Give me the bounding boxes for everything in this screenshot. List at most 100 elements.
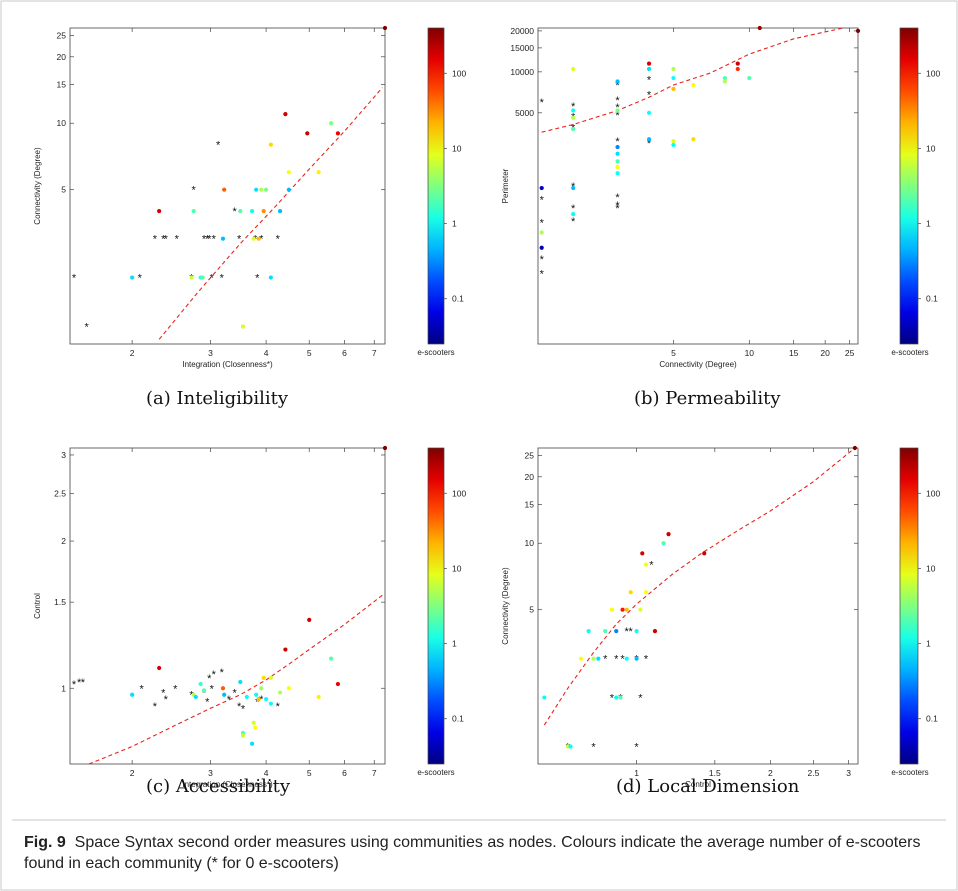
data-point [244, 694, 249, 700]
data-point [277, 690, 283, 695]
data-point-zero: * [77, 677, 82, 689]
colorbar-tick-label: 10 [926, 563, 936, 573]
y-tick-label: 2 [61, 536, 66, 546]
data-point [603, 628, 608, 634]
data-point [571, 212, 576, 217]
y-tick-label: 10 [525, 538, 535, 548]
data-point [264, 697, 269, 702]
data-point-zero: * [571, 203, 576, 215]
data-point [615, 108, 620, 113]
data-point [671, 66, 676, 72]
data-point-zero: * [237, 234, 242, 246]
data-point [591, 656, 596, 661]
data-point-zero: * [615, 95, 620, 107]
data-point-zero: * [540, 268, 545, 280]
data-point-zero: * [227, 694, 232, 706]
x-tick-label: 15 [789, 348, 799, 358]
data-point-zero: * [255, 273, 260, 285]
data-point [618, 695, 623, 700]
data-point-zero: * [540, 254, 545, 266]
x-tick-label: 2 [130, 768, 135, 778]
chart-panel-0: 2 3 4 5 6 7 5 10 15 20 25 Integration (Closenness*)… [33, 25, 466, 369]
data-point [615, 159, 620, 164]
colorbar-tick-label: 0.1 [926, 294, 938, 304]
data-point [620, 607, 625, 612]
figure-caption-text: Space Syntax second order measures using… [24, 834, 921, 872]
data-point [571, 185, 576, 191]
data-point-zero: * [210, 273, 215, 285]
data-point [382, 25, 388, 31]
data-point [614, 695, 619, 700]
data-point [240, 733, 246, 738]
y-tick-label: 1.5 [54, 597, 66, 607]
colorbar-label: e-scooters [891, 768, 928, 777]
data-point-zero: * [634, 742, 639, 754]
colorbar [427, 27, 445, 345]
plot-frame [537, 27, 859, 345]
data-point-zero: * [207, 673, 212, 685]
x-tick-label: 3 [208, 348, 213, 358]
data-point-zero: * [591, 742, 596, 754]
data-point-zero: * [540, 218, 545, 230]
data-point [615, 164, 620, 170]
y-tick-label: 25 [57, 30, 67, 40]
chart-panel-1: 5 10 15 20 25 5000 10000 15000 20000 Connectivity… [501, 26, 940, 369]
data-point-zero: * [216, 140, 221, 152]
x-tick-label: 7 [372, 768, 377, 778]
data-point [283, 647, 288, 652]
data-point [329, 121, 334, 126]
data-point [286, 686, 291, 691]
plot-frame [69, 27, 386, 345]
data-point [316, 694, 321, 700]
data-point [643, 590, 649, 595]
panel-caption-c: (c) Accessibility [146, 776, 291, 797]
data-point [661, 541, 666, 546]
x-axis-label: Integration (Closenness*) [182, 360, 273, 369]
data-point [571, 115, 576, 120]
data-point-zero: * [615, 136, 620, 148]
colorbar-tick-label: 0.1 [452, 714, 464, 724]
data-point [646, 61, 652, 66]
data-point [307, 617, 312, 622]
colorbar-tick-label: 1 [926, 219, 931, 229]
data-point [259, 187, 264, 192]
panel-caption-b: (b) Permeability [634, 388, 781, 409]
data-point-zero: * [615, 80, 620, 92]
x-tick-label: 1.5 [709, 768, 721, 778]
y-tick-label: 10000 [510, 67, 534, 77]
data-point-zero: * [259, 694, 264, 706]
trend-line [88, 594, 383, 764]
data-point [624, 607, 629, 612]
data-point-zero: * [571, 101, 576, 113]
x-tick-label: 4 [264, 348, 269, 358]
data-point [130, 275, 135, 280]
data-point-zero: * [72, 273, 77, 285]
colorbar-tick-label: 100 [452, 488, 466, 498]
data-point-zero: * [237, 701, 242, 713]
data-point [191, 208, 196, 214]
data-point [200, 275, 205, 280]
colorbar-tick-label: 0.1 [452, 294, 464, 304]
data-point-zero: * [212, 669, 217, 681]
data-point [615, 144, 620, 150]
x-tick-label: 6 [342, 348, 347, 358]
y-axis-label: Control [33, 593, 42, 619]
data-point [691, 137, 696, 142]
data-point [251, 236, 256, 241]
colorbar-label: e-scooters [417, 348, 454, 357]
x-tick-label: 2.5 [807, 768, 819, 778]
data-point-zero: * [629, 626, 634, 638]
data-point [382, 445, 388, 451]
x-tick-label: 2 [130, 348, 135, 358]
trend-line [158, 87, 383, 340]
data-point [852, 445, 858, 451]
data-point [646, 137, 652, 142]
data-point-zero: * [161, 234, 166, 246]
data-point [586, 628, 591, 634]
y-tick-label: 20 [525, 472, 535, 482]
data-point [722, 75, 727, 81]
data-point-zero: * [202, 688, 207, 700]
data-point-zero: * [84, 322, 89, 334]
data-point [640, 551, 645, 556]
data-point-zero: * [649, 560, 654, 572]
